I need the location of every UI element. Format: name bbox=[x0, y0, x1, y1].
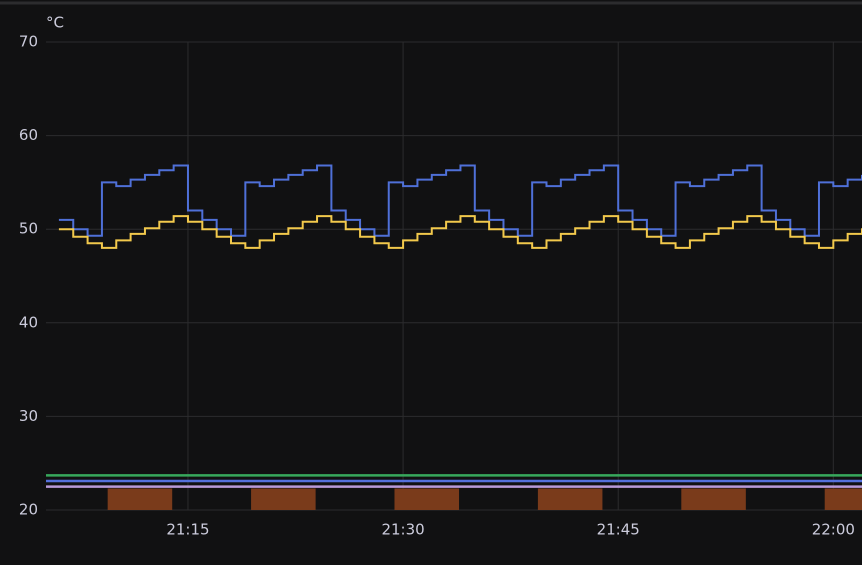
x-tick-label: 22:00 bbox=[812, 521, 855, 539]
heater-bar bbox=[394, 488, 460, 510]
heater-bar bbox=[251, 488, 316, 510]
unit-label: °C bbox=[46, 14, 64, 32]
temperature-line bbox=[58, 215, 862, 249]
x-tick-label: 21:15 bbox=[166, 521, 209, 539]
heater-bar bbox=[824, 488, 862, 510]
heater-bar bbox=[681, 488, 746, 510]
heater-bar bbox=[107, 488, 173, 510]
heater-bar bbox=[537, 488, 603, 510]
y-tick-label: 70 bbox=[19, 33, 38, 51]
y-tick-label: 50 bbox=[19, 220, 38, 238]
x-tick-label: 21:30 bbox=[381, 521, 424, 539]
y-tick-label: 20 bbox=[19, 501, 38, 519]
x-tick-label: 21:45 bbox=[597, 521, 640, 539]
temperature-line bbox=[58, 164, 862, 237]
y-tick-label: 60 bbox=[19, 126, 38, 144]
y-tick-label: 30 bbox=[19, 407, 38, 425]
y-tick-label: 40 bbox=[19, 313, 38, 331]
